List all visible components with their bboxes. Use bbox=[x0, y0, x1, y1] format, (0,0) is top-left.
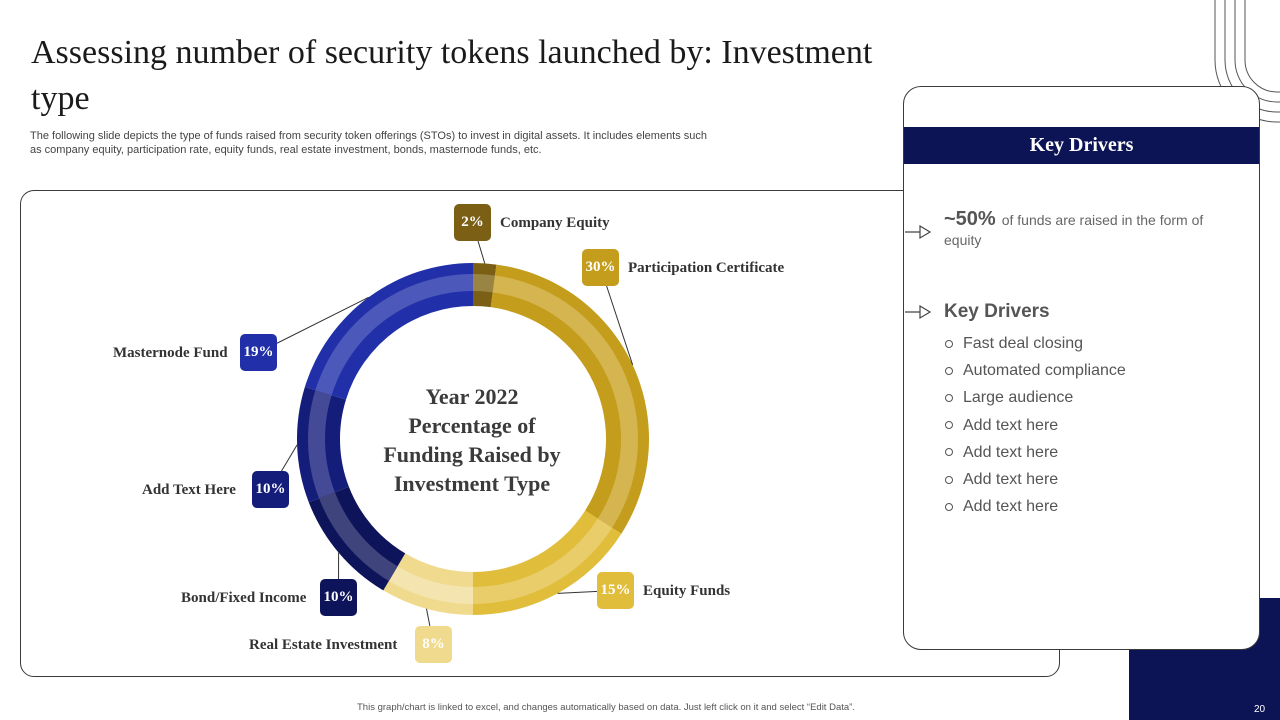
stat-text: of funds are raised in the form of equit… bbox=[944, 212, 1204, 248]
slice-label: Company Equity bbox=[500, 215, 610, 231]
slice-label: Masternode Fund bbox=[113, 345, 228, 361]
bullet-icon bbox=[945, 448, 953, 457]
slice-value-badge: 30% bbox=[582, 249, 619, 286]
bullet-icon bbox=[945, 421, 953, 430]
list-item: Add text here bbox=[944, 439, 1126, 466]
slice-label: Bond/Fixed Income bbox=[181, 590, 307, 606]
bullet-icon bbox=[945, 393, 953, 402]
slice-value-badge: 2% bbox=[454, 204, 491, 241]
donut-slice-band bbox=[319, 492, 398, 581]
donut-slice bbox=[304, 263, 473, 400]
drivers-title: Key Drivers bbox=[944, 301, 1050, 322]
center-text-line: Funding Raised by bbox=[383, 442, 561, 467]
donut-slice-band bbox=[308, 390, 335, 499]
page-number: 20 bbox=[1254, 704, 1266, 715]
slice-value-badge: 19% bbox=[240, 334, 277, 371]
equity-stat: ~50% of funds are raised in the form of e… bbox=[944, 209, 1234, 250]
driver-label: Large audience bbox=[963, 389, 1074, 407]
driver-label: Add text here bbox=[963, 416, 1059, 434]
list-item: Large audience bbox=[944, 384, 1126, 411]
list-item: Add text here bbox=[944, 412, 1126, 439]
donut-slice-band bbox=[473, 274, 495, 293]
bullet-icon bbox=[945, 339, 953, 348]
center-text-line: Percentage of bbox=[408, 413, 536, 438]
driver-label: Add text here bbox=[963, 498, 1059, 516]
slice-value-badge: 10% bbox=[252, 471, 289, 508]
driver-label: Add text here bbox=[963, 470, 1059, 488]
driver-label: Automated compliance bbox=[963, 362, 1126, 380]
center-text-line: Investment Type bbox=[393, 471, 551, 496]
drivers-list: Fast deal closing Automated compliance L… bbox=[944, 330, 1126, 520]
chart-center-text: Year 2022 Percentage of Funding Raised b… bbox=[352, 382, 592, 498]
arrow-right-icon bbox=[905, 304, 932, 320]
slice-label: Add Text Here bbox=[142, 482, 236, 498]
slide-title: Assessing number of security tokens laun… bbox=[31, 34, 873, 117]
center-text-line: Year 2022 bbox=[425, 384, 519, 409]
list-item: Automated compliance bbox=[944, 357, 1126, 384]
bullet-icon bbox=[945, 502, 953, 511]
donut-slice-band bbox=[492, 275, 638, 528]
bullet-icon bbox=[945, 366, 953, 375]
slice-label: Participation Certificate bbox=[628, 260, 785, 276]
slice-label: Real Estate Investment bbox=[249, 637, 398, 653]
slice-label: Equity Funds bbox=[643, 583, 731, 599]
donut-slice-band bbox=[473, 518, 613, 604]
slice-value-badge: 10% bbox=[320, 579, 357, 616]
driver-label: Add text here bbox=[963, 443, 1059, 461]
arrow-right-icon bbox=[905, 224, 932, 240]
driver-label: Fast deal closing bbox=[963, 335, 1084, 352]
chart-footnote: This graph/chart is linked to excel, and… bbox=[357, 702, 855, 713]
slice-value-badge: 8% bbox=[415, 626, 452, 663]
list-item: Fast deal closing bbox=[944, 330, 1126, 357]
list-item: Add text here bbox=[944, 493, 1126, 520]
slide-subtitle: The following slide depicts the type of … bbox=[30, 130, 708, 156]
panel-header: Key Drivers bbox=[904, 127, 1259, 164]
slice-value-badge: 15% bbox=[597, 572, 634, 609]
donut-slice bbox=[490, 264, 650, 534]
donut-slice-band bbox=[315, 274, 473, 396]
key-drivers-panel: Key Drivers ~50% of funds are raised in t… bbox=[903, 86, 1260, 650]
stat-value: ~50% bbox=[944, 208, 996, 230]
list-item: Add text here bbox=[944, 466, 1126, 493]
donut-slice-band bbox=[388, 566, 473, 604]
bullet-icon bbox=[945, 475, 953, 484]
